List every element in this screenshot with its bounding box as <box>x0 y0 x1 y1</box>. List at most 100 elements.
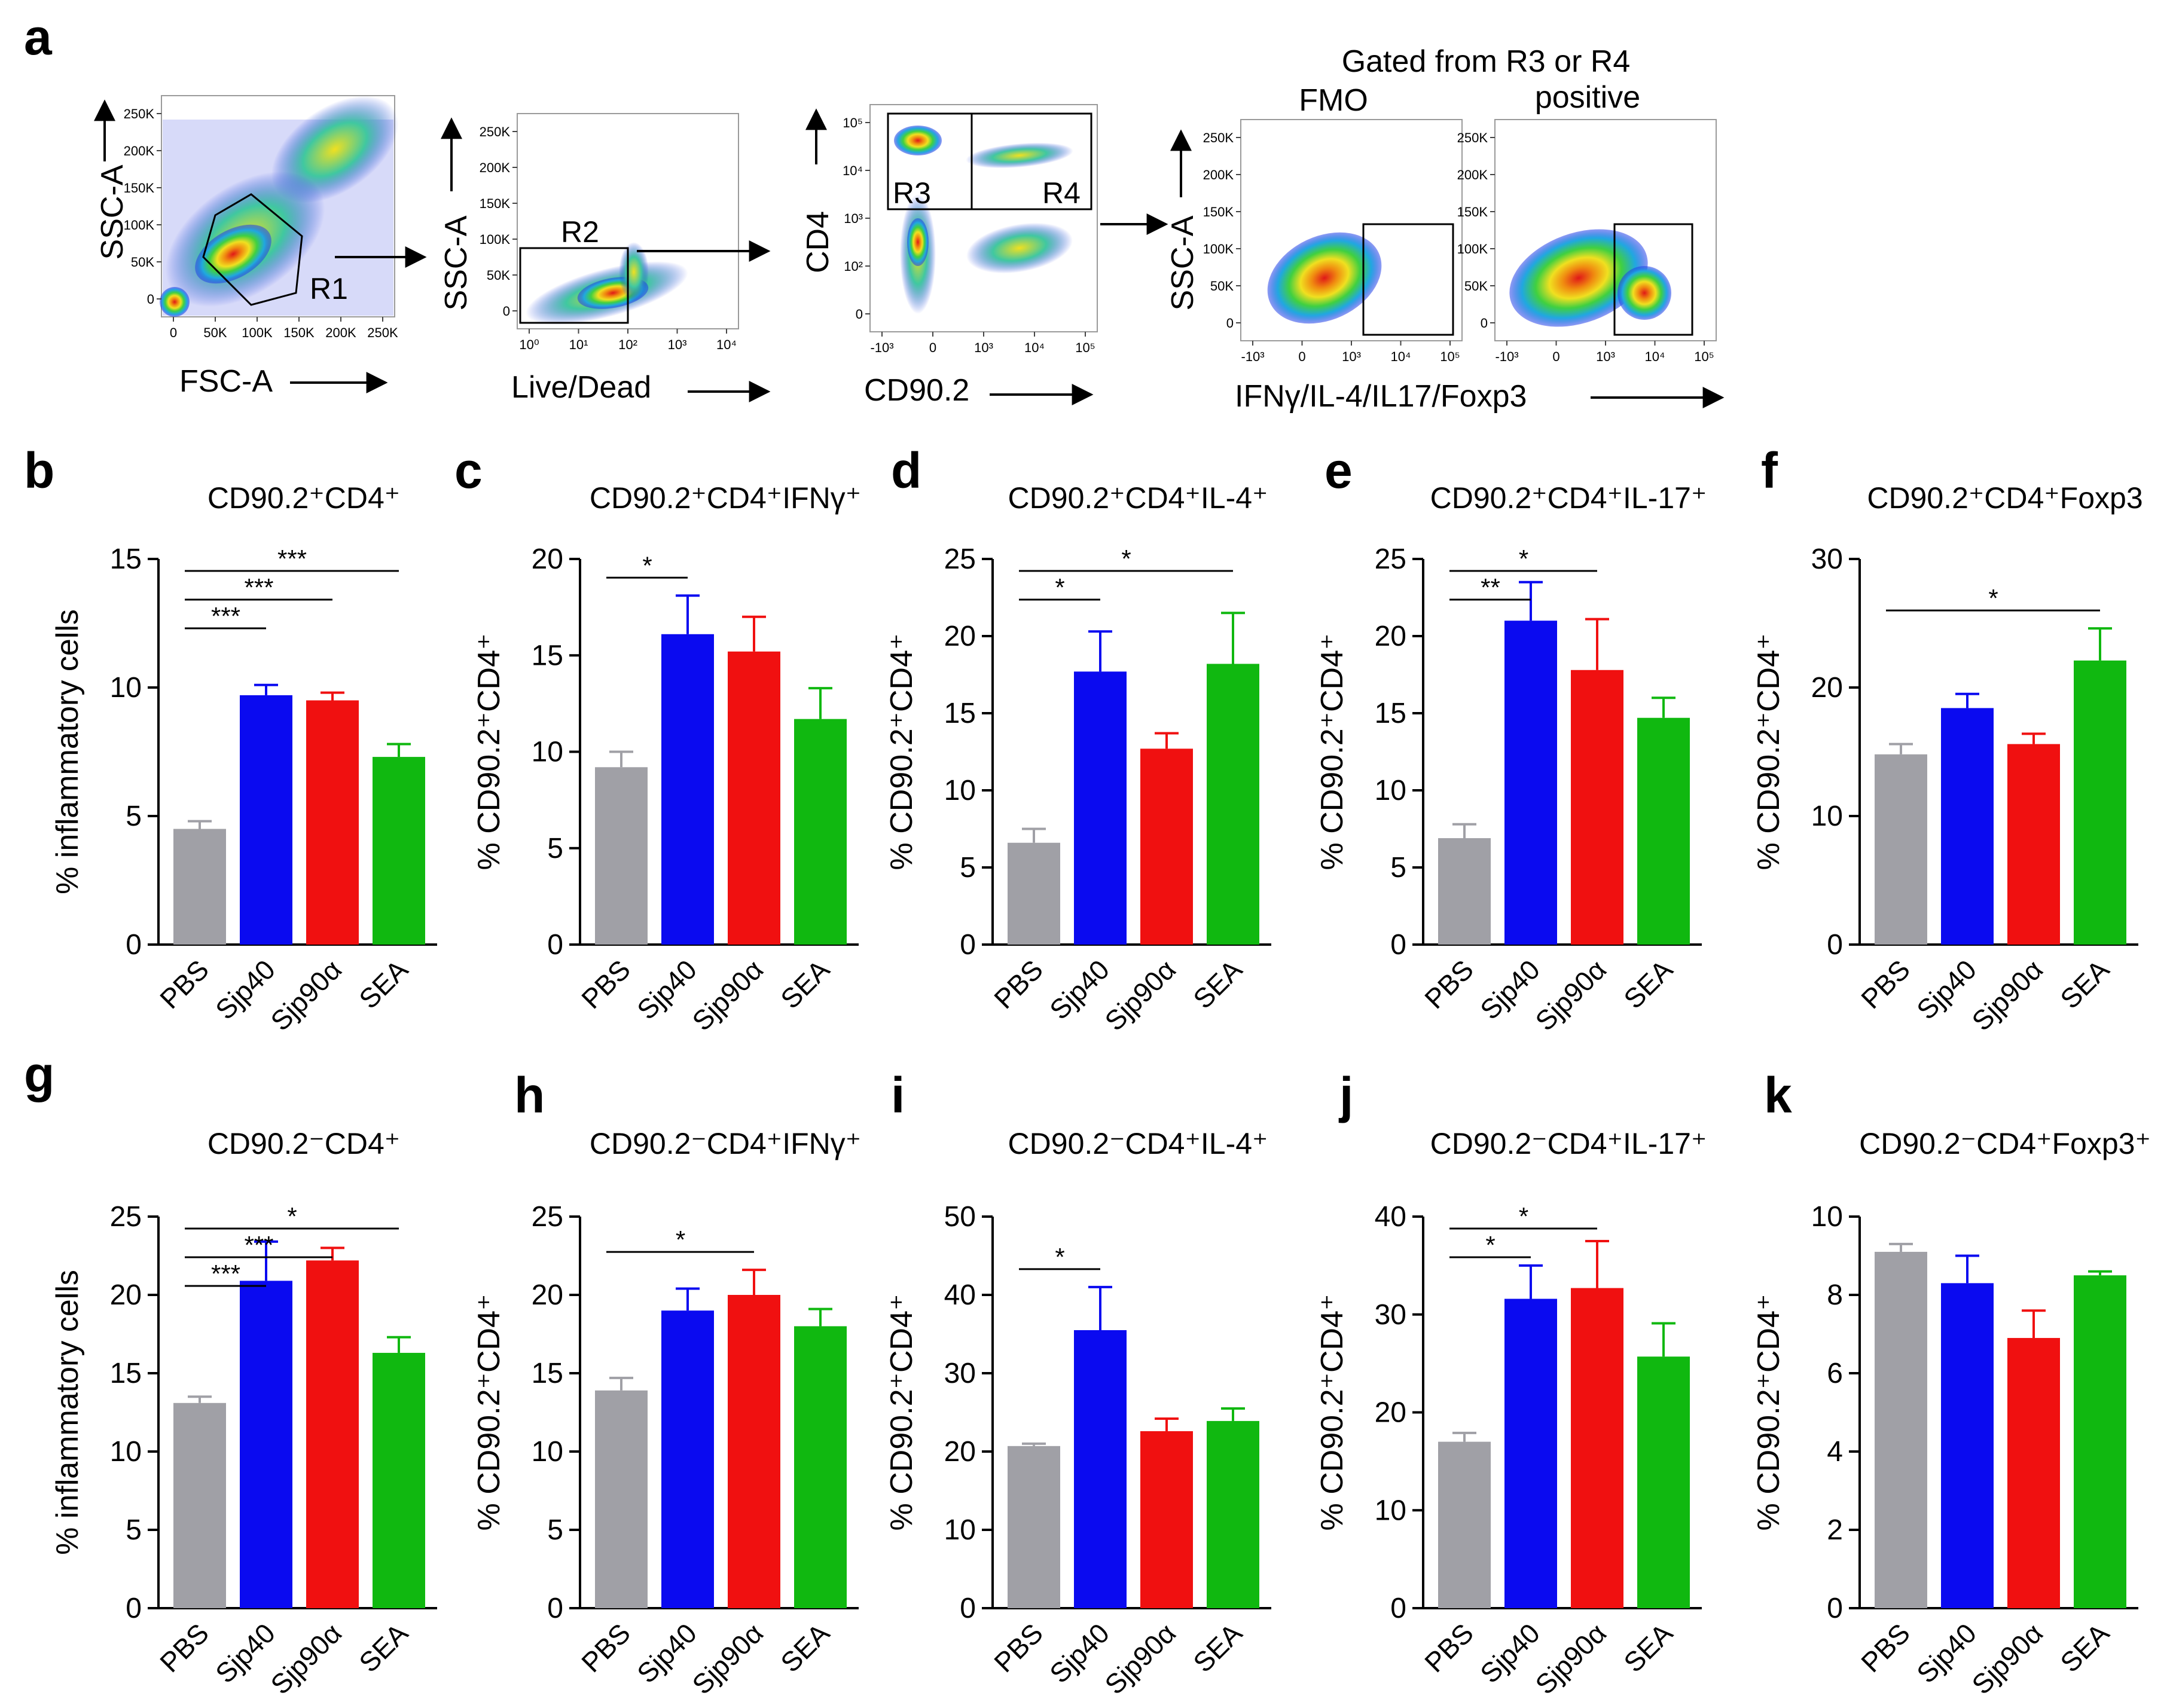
x-tick-label: Sjp90α <box>1966 1617 2049 1700</box>
bar-sjp40 <box>661 1310 714 1608</box>
positive-label: positive <box>1535 80 1640 115</box>
significance-label: * <box>287 1202 297 1230</box>
y-tick-label: 30 <box>1375 1299 1406 1331</box>
x-tick-label: PBS <box>575 1617 636 1678</box>
gate-label: R4 <box>1042 176 1081 210</box>
bar-pbs <box>1875 754 1927 945</box>
tick-label: 0 <box>170 325 177 340</box>
density-blob <box>1617 266 1671 320</box>
bar-sjp90a <box>1571 1288 1623 1608</box>
y-axis-label: SSC-A <box>439 215 474 310</box>
y-tick-label: 20 <box>944 621 976 652</box>
tick-label: 10⁵ <box>1075 340 1095 355</box>
tick-label: 10³ <box>1596 349 1615 364</box>
tick-label: 10³ <box>1342 349 1361 364</box>
gating-plot-2: R2 0 50K 100K 150K 200K 250K 10⁰ 10¹ 10² 10³ 10⁴ SSC… <box>439 113 771 405</box>
panel-label-i: i <box>891 1067 905 1123</box>
y-tick-label: 0 <box>126 1593 142 1624</box>
y-tick-label: 0 <box>547 929 563 961</box>
x-tick-label: SEA <box>2054 1617 2115 1678</box>
tick-label: 200K <box>480 160 511 175</box>
panel-label-c: c <box>454 442 483 499</box>
y-tick-label: 0 <box>960 929 976 961</box>
tick-label: 0 <box>1552 349 1559 364</box>
y-tick-label: 10 <box>1375 775 1406 806</box>
density-blob <box>907 218 929 266</box>
density-blob <box>894 126 942 155</box>
panel-label-k: k <box>1764 1067 1792 1123</box>
y-tick-label: 0 <box>126 929 142 961</box>
significance-label: * <box>1988 584 1998 612</box>
x-tick-label: Sjp90α <box>264 954 347 1037</box>
y-axis-label: % CD90.2⁺CD4⁺ <box>1315 634 1350 870</box>
x-tick-label: PBS <box>1855 954 1916 1015</box>
x-tick-label: Sjp90α <box>1098 954 1182 1037</box>
bar-sjp40 <box>240 695 292 945</box>
tick-label: 0 <box>503 304 510 319</box>
tick-label: 10³ <box>974 340 993 355</box>
chart-title: CD90.2⁺CD4⁺IL-4⁺ <box>1008 481 1268 515</box>
bar-pbs <box>1438 838 1491 945</box>
tick-label: -10³ <box>1241 349 1264 364</box>
chart-b: CD90.2⁺CD4⁺ 0 5 10 15 % inflammatory cells PBS… <box>50 481 437 1037</box>
y-tick-label: 20 <box>1375 1397 1406 1429</box>
y-tick-label: 10 <box>110 1436 142 1468</box>
y-axis-label: % inflammatory cells <box>50 609 85 894</box>
tick-label: 100K <box>242 325 273 340</box>
y-tick-label: 5 <box>126 800 142 832</box>
bar-sea <box>794 1326 847 1608</box>
chart-e: CD90.2⁺CD4⁺IL-17⁺ 0 5 10 15 20 25 % CD90.2⁺CD4⁺… <box>1315 481 1707 1037</box>
chart-h: CD90.2⁻CD4⁺IFNγ⁺ 0 5 10 15 20 25 % CD90.2⁺CD4⁺ P… <box>472 1127 861 1700</box>
tick-label: 50K <box>487 268 510 283</box>
panel-label-a: a <box>24 9 52 65</box>
y-tick-label: 0 <box>1827 1593 1843 1624</box>
chart-title: CD90.2⁺CD4⁺ <box>207 481 400 515</box>
chart-i: CD90.2⁻CD4⁺IL-4⁺ 0 10 20 30 40 50 % CD90.2⁺CD4⁺… <box>884 1127 1271 1700</box>
tick-label: 50K <box>1464 279 1488 294</box>
tick-label: 200K <box>325 325 356 340</box>
y-axis-label: % CD90.2⁺CD4⁺ <box>884 1294 919 1531</box>
significance-label: * <box>676 1226 685 1254</box>
gate-r4 <box>970 112 1092 210</box>
tick-label: 250K <box>480 124 511 139</box>
gating-header: Gated from R3 or R4 <box>1342 44 1631 79</box>
tick-label: -10³ <box>1495 349 1518 364</box>
significance-label: * <box>1519 545 1528 573</box>
tick-label: 150K <box>124 181 155 195</box>
x-tick-label: SEA <box>774 954 835 1015</box>
tick-label: 50K <box>203 325 227 340</box>
gate-fmo <box>1362 223 1454 336</box>
y-tick-label: 5 <box>1390 852 1406 884</box>
gate-positive <box>1613 223 1693 336</box>
y-tick-label: 0 <box>960 1593 976 1624</box>
tick-label: 10⁴ <box>716 337 737 352</box>
y-tick-label: 10 <box>1811 800 1843 832</box>
chart-title: CD90.2⁻CD4⁺Foxp3⁺ <box>1859 1127 2151 1160</box>
bar-pbs <box>1008 842 1060 945</box>
bar-pbs <box>1438 1441 1491 1608</box>
y-tick-label: 15 <box>1375 698 1406 729</box>
y-tick-label: 50 <box>944 1201 976 1233</box>
y-tick-label: 15 <box>110 543 142 575</box>
bar-sjp40 <box>1504 621 1557 945</box>
y-axis-label: % CD90.2⁺CD4⁺ <box>1751 634 1786 870</box>
gating-plot-3: R3 R4 0 10² 10³ 10⁴ 10⁵ -10³ 0 10³ 10⁴ 10⁵ CD4 CD90.2 <box>801 104 1168 408</box>
tick-label: 250K <box>1457 130 1488 145</box>
y-tick-label: 5 <box>126 1514 142 1546</box>
y-tick-label: 10 <box>944 775 976 806</box>
significance-label: * <box>1519 1202 1528 1230</box>
bar-pbs <box>173 1403 226 1608</box>
significance-label: *** <box>211 602 240 630</box>
bar-pbs <box>1875 1251 1927 1608</box>
bar-sea <box>1207 1420 1259 1608</box>
tick-label: 0 <box>147 292 154 307</box>
panel-label-h: h <box>514 1067 545 1123</box>
y-tick-label: 15 <box>532 640 563 671</box>
x-axis-label: IFNγ/IL-4/IL17/Foxp3 <box>1235 379 1527 414</box>
x-tick-label: PBS <box>1418 954 1479 1015</box>
y-tick-label: 0 <box>1827 929 1843 961</box>
x-tick-label: Sjp90α <box>1098 1617 1182 1700</box>
tick-label: 0 <box>1298 349 1305 364</box>
chart-title: CD90.2⁺CD4⁺Foxp3 <box>1867 481 2143 515</box>
tick-label: 150K <box>283 325 315 340</box>
